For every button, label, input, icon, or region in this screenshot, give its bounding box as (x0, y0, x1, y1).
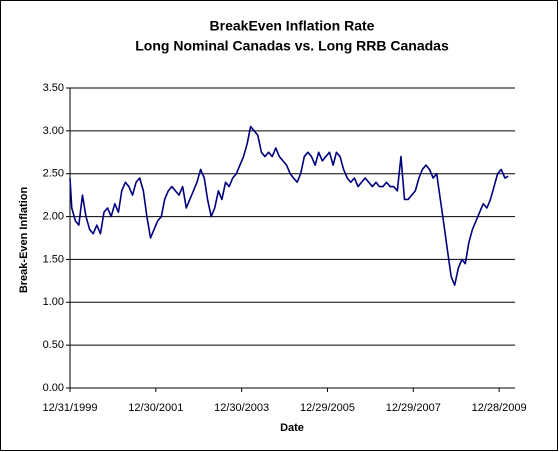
y-tick-label: 1.50 (43, 253, 64, 265)
y-tick-label: 2.00 (43, 210, 64, 222)
y-tick-label: 3.50 (43, 82, 64, 94)
y-axis-label: Break-Even Inflation (18, 187, 30, 294)
x-tick-label: 12/28/2009 (472, 402, 527, 414)
chart-title: BreakEven Inflation Rate (210, 18, 375, 34)
x-tick-label: 12/30/2003 (214, 402, 269, 414)
x-tick-label: 12/29/2005 (300, 402, 355, 414)
chart-subtitle: Long Nominal Canadas vs. Long RRB Canada… (135, 38, 449, 54)
y-tick-label: 2.50 (43, 168, 64, 180)
y-tick-label: 0.00 (43, 382, 64, 394)
x-tick-label: 12/29/2007 (386, 402, 441, 414)
x-tick-label: 12/31/1999 (42, 402, 97, 414)
y-tick-label: 3.00 (43, 125, 64, 137)
data-line (69, 125, 509, 286)
y-tick-label: 1.00 (43, 296, 64, 308)
x-tick-label: 12/30/2001 (128, 402, 183, 414)
y-tick-label: 0.50 (43, 339, 64, 351)
x-axis-label: Date (280, 422, 304, 434)
